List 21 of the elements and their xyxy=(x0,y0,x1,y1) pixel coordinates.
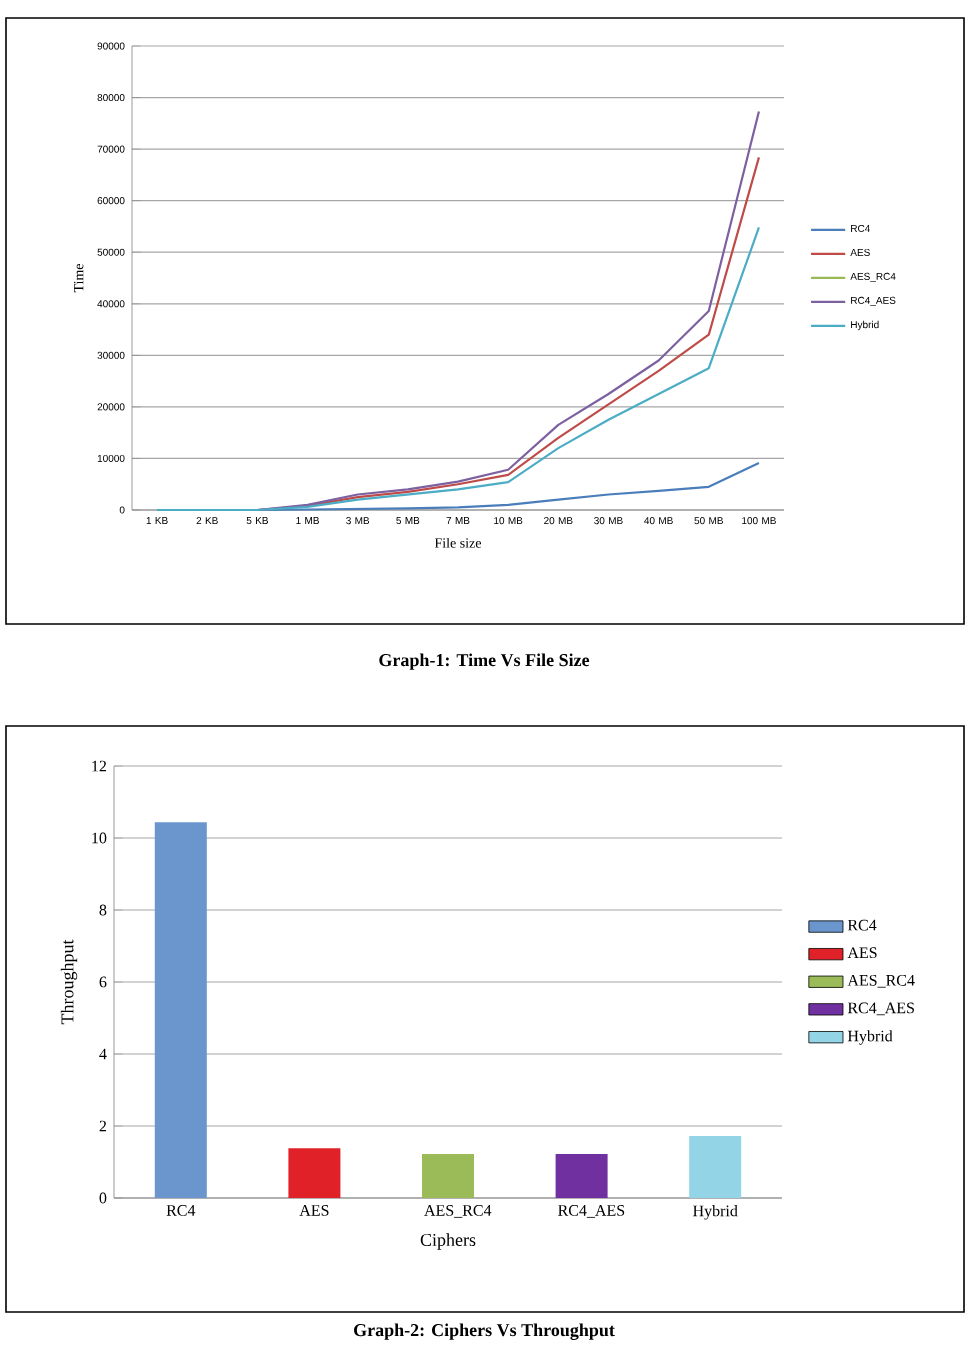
legend-label: RC4_AES xyxy=(847,1002,914,1016)
y-tick-label: 12 xyxy=(92,760,107,772)
legend-label: AES_RC4 xyxy=(847,974,915,988)
legend-label: Hybrid xyxy=(847,1030,893,1045)
x-tick-label: RC4 xyxy=(166,1205,196,1216)
x-tick-label: RC4_AES xyxy=(558,1205,625,1218)
y-tick-label: 4 xyxy=(99,1048,107,1060)
y-tick-label: 10 xyxy=(92,832,107,844)
y-tick-label: 6 xyxy=(99,976,107,988)
y-axis-title: Throughput xyxy=(60,939,78,1025)
x-tick-label: AES_RC4 xyxy=(424,1205,492,1218)
legend-label: AES xyxy=(847,947,877,959)
y-tick-label: 0 xyxy=(99,1192,107,1204)
text: Graph-2: Ciphers Vs Throughput xyxy=(354,1323,615,1340)
x-tick-label: AES xyxy=(299,1205,329,1216)
x-tick-label: Hybrid xyxy=(693,1205,738,1220)
text: Graph-1: Time Vs File Size xyxy=(379,653,590,670)
x-axis-title: Ciphers xyxy=(420,1233,476,1250)
y-tick-label: 8 xyxy=(99,904,107,916)
y-tick-label: 2 xyxy=(99,1120,107,1132)
legend-label: RC4 xyxy=(847,919,877,931)
